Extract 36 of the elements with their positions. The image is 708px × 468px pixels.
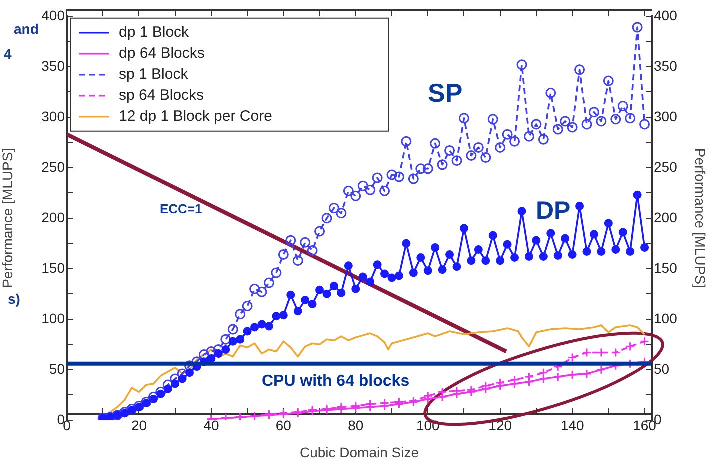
legend-label: 12 dp 1 Block per Core <box>119 108 272 126</box>
y2-tick-label: 350 <box>654 58 678 74</box>
x-tick-label: 60 <box>276 418 292 434</box>
x-tick-label: 80 <box>348 418 364 434</box>
y-tick-label: 250 <box>42 158 66 175</box>
y-tick-label: 50 <box>49 360 66 377</box>
legend-label: dp 1 Block <box>119 24 190 42</box>
y-tick-label: 400 <box>42 7 66 24</box>
y2-tick-label: 300 <box>654 108 678 124</box>
y2-axis-title: Performance [MLUPS] <box>692 148 708 288</box>
y2-tick-label: 100 <box>654 310 678 326</box>
text: s) <box>8 290 20 307</box>
annotation: DP <box>536 196 571 225</box>
annotation: ECC=1 <box>160 202 202 217</box>
x-tick-label: 140 <box>560 418 584 434</box>
y2-tick-label: 400 <box>654 7 678 24</box>
y-axis-title: Performance [MLUPS] <box>0 148 16 288</box>
annotation: SP <box>428 78 463 108</box>
legend-label: sp 1 Block <box>119 66 189 84</box>
y2-tick-label: 150 <box>654 260 678 276</box>
text: and <box>14 20 39 37</box>
legend-label: dp 64 Blocks <box>119 45 205 62</box>
y-tick-label: 100 <box>42 310 66 326</box>
y-tick-label: 150 <box>42 260 66 276</box>
text: 4 <box>4 46 12 62</box>
x-axis-title: Cubic Domain Size <box>300 444 420 460</box>
ref-line-label: CPU with 64 blocks <box>262 373 410 390</box>
y-tick-label: 200 <box>42 209 66 226</box>
legend-label: sp 64 Blocks <box>119 87 204 104</box>
y-tick-label: 300 <box>42 108 66 124</box>
y2-tick-label: 50 <box>654 360 670 377</box>
y2-tick-label: 200 <box>654 209 678 226</box>
x-tick-label: 20 <box>131 418 148 434</box>
y2-tick-label: 250 <box>654 158 678 175</box>
y-tick-label: 350 <box>42 58 66 74</box>
x-tick-label: 40 <box>204 418 220 434</box>
